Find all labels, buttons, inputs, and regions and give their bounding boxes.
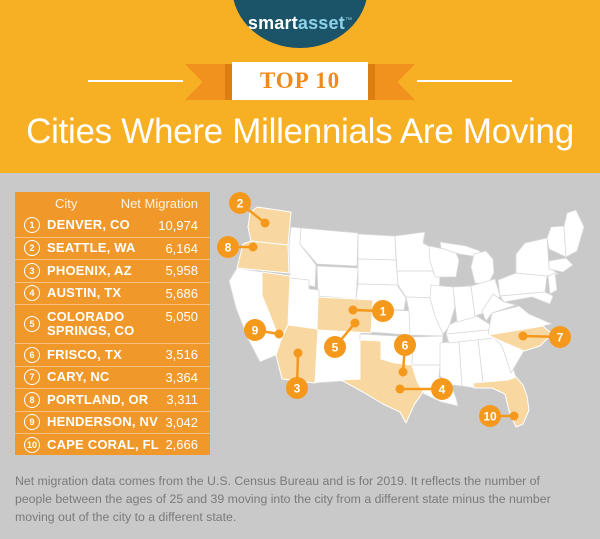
map-marker-7: 7 [518,326,571,348]
footnote-text: Net migration data comes from the U.S. C… [15,474,551,524]
map-marker-8: 8 [217,236,258,258]
net-migration-value: 3,042 [165,414,198,430]
map-marker-6: 6 [394,334,416,377]
net-migration-value: 10,974 [158,217,198,233]
ribbon-line-left [88,80,183,82]
marker-label: 1 [380,305,387,319]
city-label: CAPE CORAL, FL [47,436,159,452]
table-row: 2 SEATTLE, WA 6,164 [15,236,210,260]
city-label: CARY, NC [47,369,110,385]
table-row: 8 PORTLAND, OR 3,311 [15,388,210,411]
city-label: AUSTIN, TX [47,285,122,301]
city-label: PHOENIX, AZ [47,262,132,278]
smartasset-logo: smartasset™ [0,13,600,34]
top10-ribbon: TOP 10 [232,62,368,100]
rank-badge: 6 [24,346,40,363]
marker-label: 5 [332,341,339,355]
ribbon-fold-left [225,64,232,100]
state-WV [481,293,517,322]
logo-smart-text: smart [247,13,298,33]
marker-label: 4 [439,383,446,397]
rank-badge: 7 [24,369,40,386]
state-AR [411,335,444,366]
ranking-table: City Net Migration 1 DENVER, CO 10,974 2… [15,192,210,455]
column-header-net-migration: Net Migration [120,195,198,211]
table-row: 7 CARY, NC 3,364 [15,365,210,389]
rank-badge: 1 [24,217,40,234]
state-WY [316,265,359,300]
state-ME [563,209,585,258]
state-NJ [547,272,558,295]
map-marker-4: 4 [395,378,453,400]
city-label: HENDERSON, NV [47,414,158,430]
marker-label: 6 [402,339,409,353]
city-label: PORTLAND, OR [47,391,149,407]
map-marker-10: 10 [479,405,519,427]
marker-label: 10 [483,410,497,424]
table-row: 1 DENVER, CO 10,974 [15,214,210,237]
marker-label: 7 [557,331,564,345]
rank-badge: 9 [24,414,40,431]
rank-badge: 3 [24,262,40,279]
logo-trademark: ™ [344,17,353,24]
map-marker-2: 2 [229,192,270,228]
marker-label: 8 [225,241,232,255]
map-marker-1: 1 [348,300,394,322]
state-MI [470,250,495,285]
marker-label: 2 [237,197,244,211]
state-PA [497,272,548,297]
state-MA-CT-RI [548,257,574,273]
state-SD [357,258,399,286]
state-VT-NH [546,225,567,258]
net-migration-value: 5,958 [165,263,198,279]
rank-badge: 2 [24,240,40,257]
table-row: 6 FRISCO, TX 3,516 [15,343,210,366]
net-migration-value: 3,364 [165,369,198,385]
page-title: Cities Where Millennials Are Moving [26,112,574,151]
net-migration-value: 5,050 [165,309,198,324]
table-row: 9 HENDERSON, NV 3,042 [15,410,210,434]
column-header-city: City [55,195,78,211]
net-migration-value: 3,311 [166,392,198,408]
table-row: 4 AUSTIN, TX 5,686 [15,281,210,305]
city-label: FRISCO, TX [47,346,122,362]
net-migration-value: 3,516 [165,347,198,363]
rank-badge: 4 [24,285,40,302]
net-migration-value: 5,686 [165,285,198,301]
rank-badge: 5 [24,316,40,332]
net-migration-value: 2,666 [165,437,198,453]
table-row: 3 PHOENIX, AZ 5,958 [15,259,210,282]
state-TX-highlighted [340,339,424,424]
table-row: 5 COLORADO SPRINGS, CO 5,050 [15,304,210,343]
map-marker-5: 5 [324,318,360,358]
map-marker-3: 3 [286,348,308,399]
state-MD [499,291,554,305]
rank-badge: 10 [24,436,40,453]
state-WA-highlighted [247,206,292,246]
state-IN [452,285,476,323]
city-label: DENVER, CO [47,217,130,233]
table-row: 10 CAPE CORAL, FL 2,666 [15,433,210,456]
state-CO-highlighted [316,296,374,334]
marker-label: 3 [294,382,301,396]
us-map: 1 2 3 4 5 6 7 8 [217,192,585,428]
rank-badge: 8 [24,391,40,408]
map-marker-9: 9 [244,319,284,341]
ribbon-line-right [417,80,512,82]
state-MT [299,227,359,267]
header-band: smartasset™ TOP 10 Cities Where Millenni… [0,0,600,173]
city-label: COLORADO SPRINGS, CO [47,309,135,338]
city-label: SEATTLE, WA [47,240,136,256]
state-NY [515,237,559,277]
state-ND [357,233,397,261]
top10-label: TOP 10 [259,68,341,93]
net-migration-value: 6,164 [165,240,198,256]
marker-label: 9 [252,324,259,338]
logo-asset-text: asset [297,13,345,33]
state-VA [487,305,553,336]
ribbon-fold-right [368,64,375,100]
table-header: City Net Migration [15,192,210,214]
